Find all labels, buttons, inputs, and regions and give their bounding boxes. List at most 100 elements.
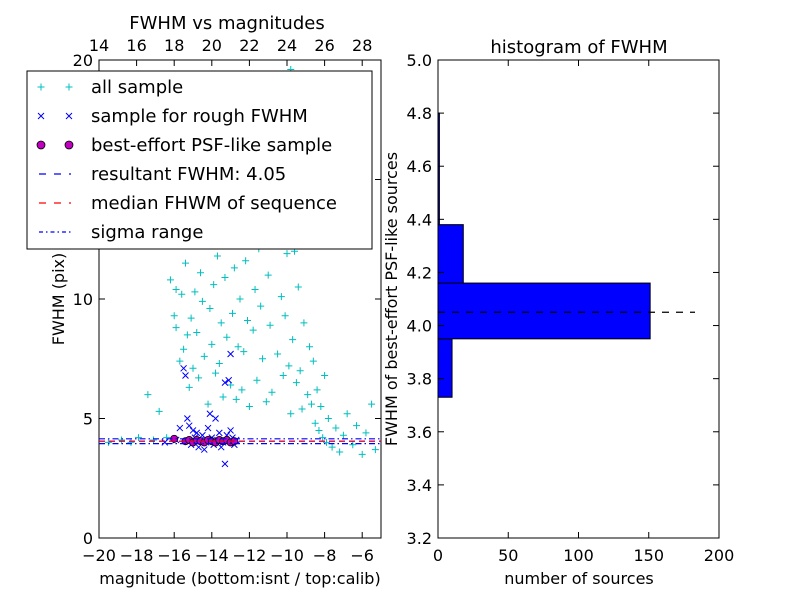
histogram-bar	[437, 338, 453, 398]
all-sample-point	[144, 391, 152, 399]
all-sample-point	[287, 410, 295, 418]
all-sample-point	[328, 443, 336, 451]
left-chart-title: FWHM vs magnitudes	[129, 13, 324, 34]
rough-fwhm-sample-point	[225, 376, 233, 384]
all-sample-point	[118, 436, 126, 444]
x-tick-label: 100	[563, 546, 594, 565]
all-sample-point	[150, 436, 158, 444]
all-sample-point	[339, 431, 347, 439]
histogram-bar	[437, 224, 464, 284]
legend-entry: all sample	[37, 77, 183, 98]
all-sample-point	[304, 391, 312, 399]
y-tick-label: 4.4	[407, 210, 432, 229]
all-sample-point	[155, 407, 163, 415]
all-sample-point	[336, 448, 344, 456]
y-tick-label: 20	[73, 51, 93, 70]
x-tick-label: −6	[350, 546, 374, 565]
left-x-axis-label: magnitude (bottom:isnt / top:calib)	[99, 569, 380, 588]
legend-x-marker	[37, 112, 45, 120]
all-sample-point	[371, 446, 379, 454]
top-tick-label: 22	[239, 36, 259, 55]
x-tick-label: −18	[120, 546, 154, 565]
right-y-axis-ticks: 3.2 3.4 3.6 3.8 4.0 4.2 4.4 4.6 4.8 5.0	[407, 51, 719, 548]
all-sample-point	[178, 290, 186, 298]
all-sample-point	[244, 317, 252, 325]
all-sample-point	[172, 324, 180, 332]
all-sample-point	[266, 321, 274, 329]
all-sample-point	[317, 403, 325, 411]
legend-entry: sigma range	[39, 222, 203, 243]
all-sample-point	[368, 400, 376, 408]
all-sample-point	[187, 314, 195, 322]
legend: all sample sample for rough FWHM best-effo…	[26, 70, 373, 250]
y-tick-label: 10	[73, 290, 93, 309]
all-sample-point	[172, 285, 180, 293]
right-x-axis-label: number of sources	[504, 569, 654, 588]
all-sample-point	[221, 273, 229, 281]
y-tick-label: 5	[83, 410, 93, 429]
all-sample-point	[343, 410, 351, 418]
all-sample-point	[277, 293, 285, 301]
x-tick-label: −14	[195, 546, 229, 565]
histogram-bars	[437, 112, 651, 398]
all-sample-point	[332, 424, 340, 432]
all-sample-point	[264, 271, 272, 279]
all-sample-point	[180, 345, 188, 353]
rough-fwhm-sample-point	[180, 364, 187, 372]
rough-fwhm-sample-point	[200, 446, 208, 453]
all-sample-point	[134, 434, 142, 442]
all-sample-point	[306, 343, 314, 351]
all-sample-point	[283, 250, 291, 258]
right-y-axis-label: FWHM of best-effort PSF-like sources	[382, 152, 401, 446]
y-tick-label: 4.0	[407, 317, 432, 336]
all-sample-point	[217, 319, 225, 327]
all-sample-point	[296, 367, 304, 375]
all-sample-point	[353, 422, 361, 430]
all-sample-point	[210, 281, 218, 289]
all-sample-point	[240, 348, 248, 356]
top-tick-label: 14	[89, 36, 109, 55]
all-sample-point	[219, 393, 227, 401]
rough-fwhm-sample-point	[193, 429, 201, 437]
all-sample-point	[300, 319, 308, 327]
histogram-bar	[437, 112, 440, 226]
all-sample-point	[259, 355, 267, 363]
all-sample-point	[230, 264, 238, 272]
right-chart-title: histogram of FWHM	[490, 37, 667, 58]
all-sample-point	[319, 434, 327, 442]
y-tick-label: 5.0	[407, 51, 432, 70]
legend-x-marker	[65, 112, 73, 120]
all-sample-point	[193, 328, 201, 336]
all-sample-point	[212, 369, 220, 377]
x-tick-label: −12	[233, 546, 267, 565]
all-sample-point	[313, 386, 321, 394]
all-sample-point	[228, 309, 236, 317]
all-sample-point	[104, 438, 112, 446]
y-tick-label: 4.2	[407, 263, 432, 282]
all-sample-point	[324, 415, 332, 422]
all-sample-point	[206, 305, 214, 313]
all-sample-point	[198, 297, 206, 305]
rough-fwhm-sample-point	[185, 422, 193, 430]
rough-fwhm-sample-point	[227, 350, 234, 358]
rough-fwhm-sample-point	[189, 427, 197, 434]
all-sample-point	[249, 326, 257, 334]
legend-circle-marker	[64, 140, 74, 150]
all-sample-point	[176, 357, 184, 365]
all-sample-point	[292, 379, 300, 387]
legend-label: resultant FWHM: 4.05	[91, 164, 286, 185]
legend-plus-marker	[65, 83, 73, 91]
all-sample-point	[362, 429, 370, 437]
all-sample-point	[311, 419, 319, 427]
all-sample-point	[223, 333, 231, 341]
all-sample-point	[215, 360, 223, 368]
all-sample-point	[281, 312, 289, 320]
all-sample-point	[285, 362, 293, 370]
rough-fwhm-sample-point	[212, 415, 219, 422]
y-tick-label: 0	[83, 529, 93, 548]
all-sample-point	[322, 438, 330, 446]
top-tick-label: 18	[164, 36, 184, 55]
x-tick-label: −8	[313, 546, 337, 565]
x-tick-label: 0	[433, 546, 443, 565]
left-top-axis-ticks: 14 16 18 20 22 24 26 28	[89, 36, 373, 55]
